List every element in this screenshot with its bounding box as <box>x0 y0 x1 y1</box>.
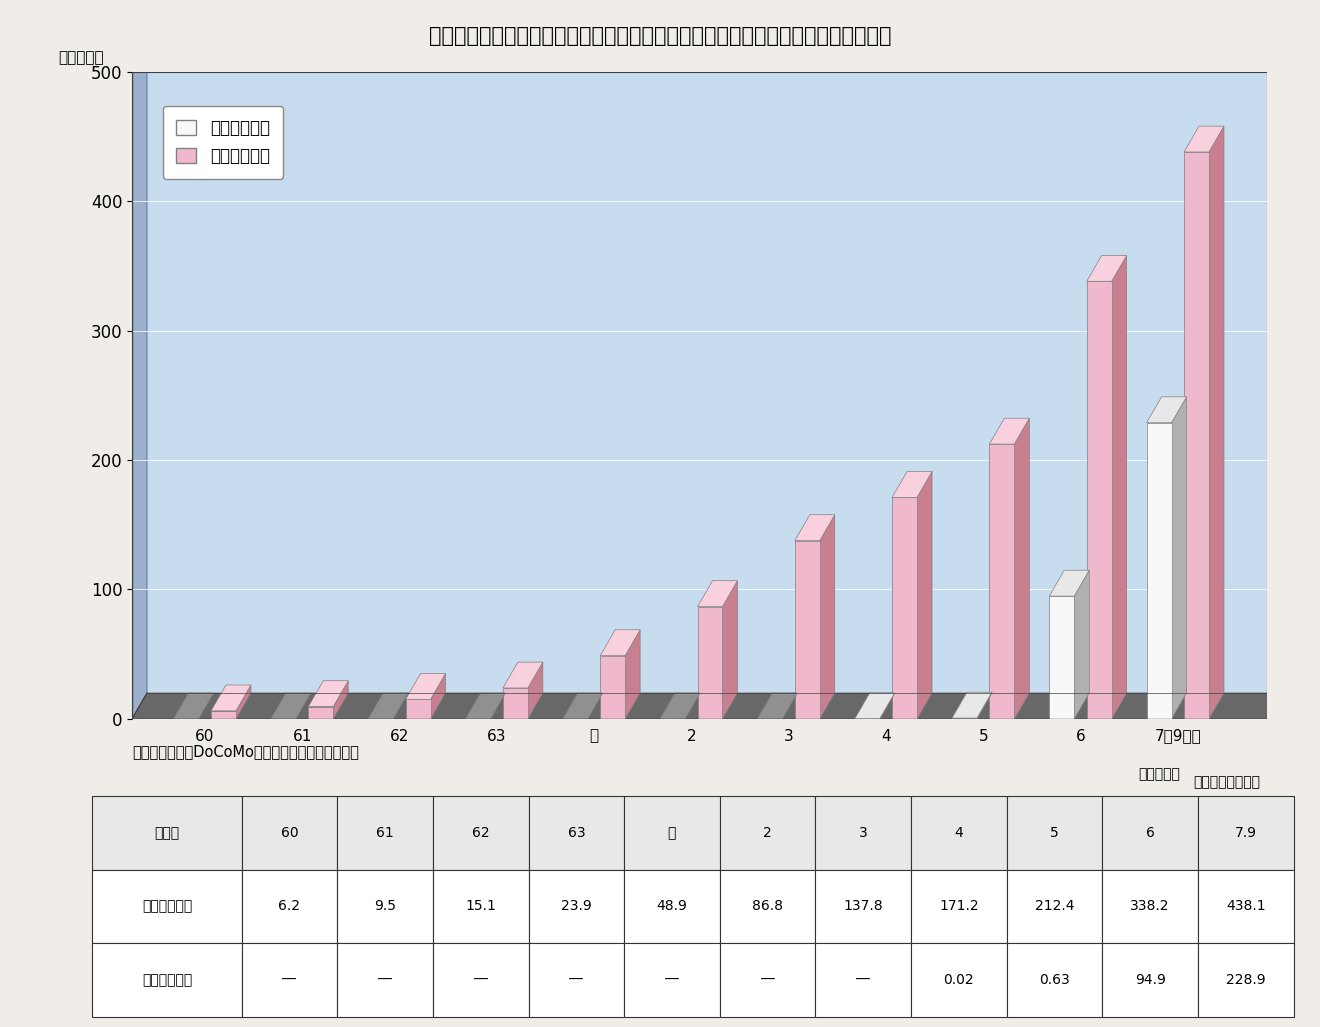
Polygon shape <box>626 630 640 719</box>
Legend: デジタル方式, アナログ方式: デジタル方式, アナログ方式 <box>164 106 282 179</box>
Polygon shape <box>697 580 738 607</box>
Polygon shape <box>211 685 251 711</box>
Polygon shape <box>503 688 528 719</box>
Text: 第１－１－９図　携帯・自動車電話　アナログ方式、デジタル方式別契約数の推移: 第１－１－９図 携帯・自動車電話 アナログ方式、デジタル方式別契約数の推移 <box>429 26 891 45</box>
Polygon shape <box>820 515 834 719</box>
Polygon shape <box>430 674 446 719</box>
Polygon shape <box>990 418 1030 444</box>
Polygon shape <box>1086 281 1111 719</box>
Polygon shape <box>528 662 543 719</box>
Polygon shape <box>1147 423 1172 719</box>
Polygon shape <box>271 693 310 719</box>
Polygon shape <box>1184 152 1209 719</box>
Polygon shape <box>405 674 446 699</box>
Polygon shape <box>405 699 430 719</box>
Polygon shape <box>1111 256 1127 719</box>
Polygon shape <box>795 515 834 540</box>
Polygon shape <box>503 662 543 688</box>
Polygon shape <box>1147 396 1187 423</box>
Polygon shape <box>333 681 348 719</box>
Polygon shape <box>1074 570 1089 719</box>
Polygon shape <box>174 693 214 719</box>
Polygon shape <box>1014 418 1030 719</box>
Polygon shape <box>309 707 333 719</box>
Polygon shape <box>917 471 932 719</box>
Text: ＮＴＴ、ＮＴＴDoCoMo、新事業者資料により作成: ＮＴＴ、ＮＴＴDoCoMo、新事業者資料により作成 <box>132 745 359 760</box>
Polygon shape <box>132 46 147 719</box>
Polygon shape <box>952 692 991 718</box>
Polygon shape <box>879 693 895 719</box>
Polygon shape <box>1209 126 1224 719</box>
Polygon shape <box>722 580 738 719</box>
Polygon shape <box>368 693 408 719</box>
Polygon shape <box>1184 126 1224 152</box>
Polygon shape <box>892 471 932 497</box>
Polygon shape <box>562 693 603 719</box>
Polygon shape <box>660 693 700 719</box>
Polygon shape <box>236 685 251 719</box>
Polygon shape <box>1049 596 1074 719</box>
Polygon shape <box>855 693 895 719</box>
Polygon shape <box>601 655 626 719</box>
Polygon shape <box>132 46 1282 72</box>
Polygon shape <box>1172 396 1187 719</box>
Polygon shape <box>977 692 991 719</box>
Text: （年度末）: （年度末） <box>1138 767 1180 782</box>
Polygon shape <box>601 630 640 655</box>
Polygon shape <box>1086 256 1127 281</box>
Polygon shape <box>1049 570 1089 596</box>
Polygon shape <box>211 711 236 719</box>
Polygon shape <box>309 681 348 707</box>
Polygon shape <box>697 607 722 719</box>
Polygon shape <box>758 693 797 719</box>
Polygon shape <box>892 497 917 719</box>
Text: （万契約）: （万契約） <box>58 50 104 66</box>
Text: （単位：万契約）: （単位：万契約） <box>1193 775 1261 790</box>
Polygon shape <box>132 693 1282 719</box>
Polygon shape <box>990 444 1014 719</box>
Polygon shape <box>795 540 820 719</box>
Polygon shape <box>466 693 506 719</box>
